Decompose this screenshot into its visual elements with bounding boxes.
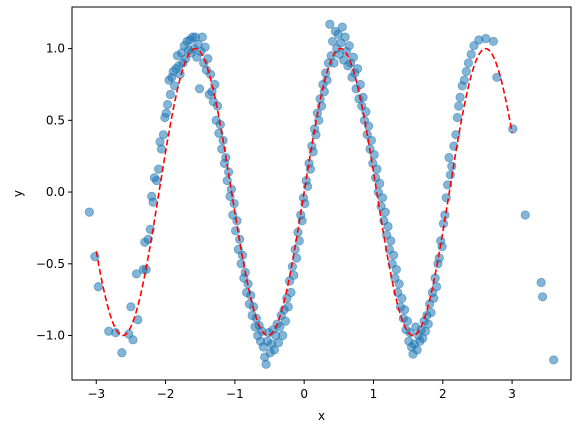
data-point-185 [383, 221, 393, 232]
data-point-216 [426, 307, 436, 318]
data-point-197 [400, 305, 410, 315]
data-point-109 [278, 330, 288, 341]
data-point-175 [369, 150, 379, 160]
data-point-20 [154, 164, 164, 174]
data-point-224 [437, 241, 447, 252]
fit-line-series [95, 47, 513, 337]
y-tick-label: −0.5 [36, 257, 65, 271]
data-point-35 [175, 69, 185, 80]
data-point-249 [536, 277, 546, 288]
data-point-9 [131, 269, 142, 279]
data-point-23 [158, 130, 169, 140]
data-point-103 [269, 345, 279, 355]
data-point-191 [391, 264, 401, 275]
data-point-22 [156, 144, 166, 154]
data-point-7 [126, 302, 136, 312]
data-point-163 [352, 64, 363, 74]
data-point-49 [194, 84, 205, 94]
data-point-113 [283, 302, 293, 312]
data-point-55 [203, 54, 213, 64]
data-point-97 [261, 359, 271, 369]
data-point-171 [364, 121, 374, 131]
fit-line [95, 47, 513, 337]
data-point-183 [380, 207, 390, 217]
data-point-179 [375, 178, 385, 189]
y-axis-label: y [11, 190, 25, 197]
data-point-240 [463, 58, 474, 68]
x-tick-label: −3 [87, 387, 105, 401]
data-point-4 [111, 328, 121, 338]
data-point-193 [394, 279, 404, 289]
x-tick-label: −2 [157, 387, 175, 401]
y-tick-label: −1.0 [36, 329, 65, 343]
data-point-26 [163, 99, 173, 110]
data-point-2 [93, 282, 103, 292]
data-point-214 [423, 319, 433, 329]
data-point-247 [508, 124, 518, 134]
data-point-238 [459, 75, 469, 85]
x-axis-label: x [318, 409, 325, 423]
data-point-19 [151, 175, 162, 186]
data-point-250 [537, 292, 548, 302]
data-point-143 [325, 19, 335, 29]
data-point-251 [549, 355, 559, 365]
data-point-8 [128, 335, 138, 345]
data-point-234 [452, 112, 462, 123]
data-point-236 [455, 92, 465, 102]
data-point-244 [481, 33, 491, 44]
data-point-115 [286, 287, 296, 298]
data-point-31 [169, 81, 180, 91]
data-point-235 [454, 101, 464, 111]
data-point-0 [84, 207, 94, 217]
scatter-series [84, 19, 559, 369]
data-point-241 [466, 49, 476, 59]
data-point-181 [377, 193, 388, 203]
data-point-106 [273, 338, 284, 348]
y-tick-label: 1.0 [46, 42, 65, 56]
data-point-157 [344, 41, 354, 51]
data-point-160 [348, 52, 358, 62]
y-axis: −1.0 −0.5 0.0 0.5 1.0 [36, 42, 72, 343]
x-tick-label: 2 [439, 387, 447, 401]
data-point-111 [280, 316, 291, 326]
data-point-248 [520, 210, 530, 220]
x-tick-label: 0 [300, 387, 308, 401]
data-point-187 [386, 236, 396, 246]
data-point-228 [443, 180, 453, 190]
data-point-51 [197, 32, 207, 42]
plot-frame [71, 6, 572, 381]
data-point-195 [397, 293, 407, 303]
data-point-230 [445, 170, 456, 180]
data-point-154 [340, 32, 350, 42]
data-point-25 [161, 108, 171, 118]
data-point-17 [148, 197, 158, 207]
x-tick-label: 1 [370, 387, 378, 401]
y-tick-label: 0.0 [46, 185, 65, 199]
data-point-220 [431, 282, 442, 292]
data-point-28 [165, 89, 176, 100]
data-point-239 [461, 66, 471, 77]
data-point-189 [388, 250, 399, 260]
data-point-177 [372, 164, 382, 174]
x-axis: −3 −2 −1 0 1 2 3 [87, 380, 516, 401]
data-point-229 [444, 153, 454, 163]
data-point-246 [492, 72, 502, 82]
data-point-5 [117, 348, 127, 358]
x-tick-label: −1 [226, 387, 244, 401]
x-tick-label: 3 [508, 387, 516, 401]
data-point-206 [412, 345, 422, 355]
data-point-245 [488, 36, 498, 47]
data-point-53 [200, 42, 210, 52]
data-point-60 [210, 79, 220, 90]
y-tick-label: 0.5 [46, 113, 65, 127]
data-point-152 [337, 22, 347, 32]
